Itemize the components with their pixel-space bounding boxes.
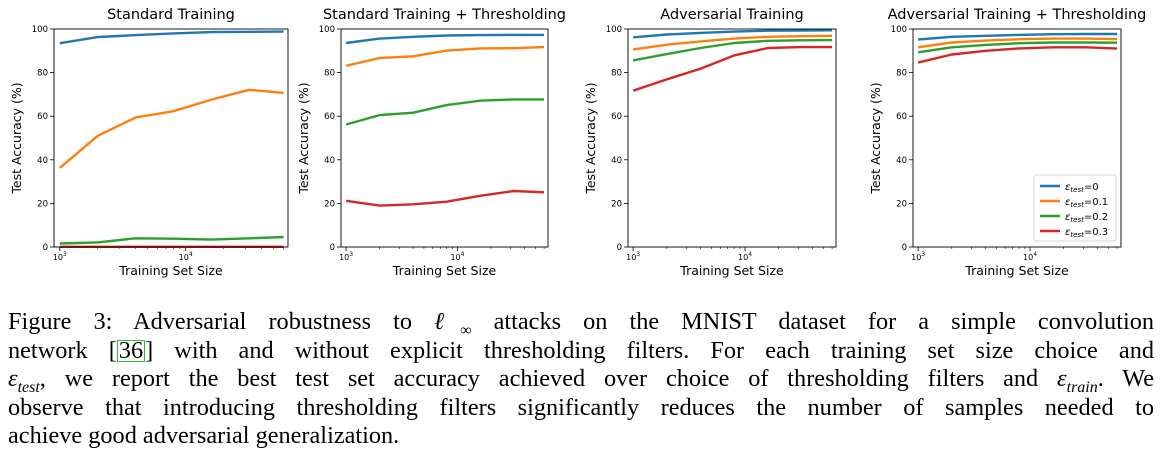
caption-line-2: network [36] with and without explicit t… — [8, 336, 1154, 364]
y-tick-label: 80 — [37, 69, 48, 79]
series-line-4 — [632, 45, 833, 92]
series-line-2 — [632, 34, 833, 51]
y-axis-label: Test Accuracy (%) — [296, 82, 311, 194]
chart-panel-1: Standard Training 0 20 40 60 80 100 103 104Train… — [9, 7, 289, 278]
plot-frame — [912, 28, 1122, 248]
y-tick-label: 80 — [896, 69, 907, 79]
y-tick-label: 100 — [606, 25, 622, 35]
y-tick-label: 20 — [611, 199, 622, 209]
series-line-2 — [345, 45, 545, 67]
y-tick-label: 0 — [617, 243, 622, 253]
y-tick-label: 60 — [324, 112, 335, 122]
y-tick-label: 40 — [324, 156, 335, 166]
x-tick-label: 103 — [911, 251, 925, 262]
legend-box — [1033, 174, 1117, 242]
y-axis-label: Test Accuracy (%) — [868, 82, 883, 194]
y-tick-label: 100 — [319, 25, 335, 35]
figure-caption: Figure 3: Adversarial robustness to ℓ∞ a… — [8, 308, 1154, 451]
y-axis-label: Test Accuracy (%) — [583, 82, 598, 194]
series-line-4 — [345, 189, 545, 207]
y-tick-label: 0 — [43, 243, 48, 253]
citation-link[interactable]: 36 — [116, 336, 146, 364]
y-tick-label: 20 — [896, 199, 907, 209]
series-line-1 — [633, 29, 833, 39]
plot-frame — [53, 28, 289, 248]
chart-panel-2: Standard Training + Thresholding 0 20 40 60 8… — [296, 7, 566, 278]
x-axis-label: Training Set Size — [679, 263, 784, 278]
chart-title: Adversarial Training — [660, 7, 804, 23]
y-tick-label: 100 — [32, 25, 48, 35]
caption-line-3: εtest, we report the best test set accur… — [8, 365, 1154, 394]
series-line-4 — [917, 46, 1118, 64]
legend-entry: εtest=0 — [1065, 182, 1099, 194]
series-line-2 — [59, 88, 284, 169]
series-line-3 — [59, 235, 284, 245]
legend: εtest=0 εtest=0.1 εtest=0.2 εtest=0.3 — [1033, 174, 1117, 242]
series-line-1 — [59, 30, 284, 45]
chart-panel-4: Adversarial Training + Thresholding 0 20 40… — [868, 7, 1146, 278]
y-tick-label: 80 — [324, 69, 335, 79]
x-tick-label: 104 — [179, 251, 193, 262]
series-line-3 — [632, 38, 833, 62]
y-tick-label: 60 — [896, 112, 907, 122]
legend-entry: εtest=0.1 — [1065, 197, 1108, 209]
plot-frame — [340, 28, 549, 248]
plot-frame — [627, 28, 837, 248]
y-tick-label: 0 — [330, 243, 335, 253]
y-tick-label: 20 — [37, 199, 48, 209]
caption-line-5: achieve good adversarial generalization. — [8, 422, 400, 450]
series-line-3 — [917, 41, 1118, 54]
x-tick-label: 103 — [626, 251, 640, 262]
y-tick-label: 80 — [611, 69, 622, 79]
chart-panel-3: Adversarial Training 0 20 40 60 80 100 103 104Tr… — [583, 7, 837, 278]
y-tick-label: 40 — [37, 156, 48, 166]
chart-title: Standard Training + Thresholding — [323, 7, 566, 23]
y-tick-label: 60 — [37, 112, 48, 122]
y-tick-label: 20 — [324, 199, 335, 209]
chart-title: Adversarial Training + Thresholding — [888, 7, 1147, 23]
series-line-3 — [345, 98, 545, 126]
x-tick-label: 104 — [1023, 251, 1037, 262]
caption-line-1: Figure 3: Adversarial robustness to ℓ∞ a… — [8, 308, 1154, 337]
y-tick-label: 40 — [896, 156, 907, 166]
y-tick-label: 60 — [611, 112, 622, 122]
legend-entry: εtest=0.2 — [1065, 212, 1108, 224]
x-tick-label: 104 — [450, 251, 464, 262]
x-axis-label: Training Set Size — [964, 263, 1069, 278]
chart-title: Standard Training — [107, 7, 235, 23]
legend-entry: εtest=0.3 — [1065, 227, 1108, 239]
y-axis-label: Test Accuracy (%) — [9, 82, 24, 194]
series-line-1 — [918, 32, 1118, 41]
y-tick-label: 40 — [611, 156, 622, 166]
x-axis-label: Training Set Size — [392, 263, 497, 278]
y-tick-label: 100 — [891, 25, 907, 35]
x-tick-label: 103 — [53, 251, 67, 262]
series-line-1 — [345, 33, 545, 45]
caption-line-4: observe that introducing thresholding fi… — [8, 393, 1154, 421]
x-tick-label: 103 — [339, 251, 353, 262]
y-tick-label: 0 — [902, 243, 907, 253]
x-tick-label: 104 — [738, 251, 752, 262]
x-axis-label: Training Set Size — [118, 263, 223, 278]
series-line-2 — [917, 37, 1118, 49]
